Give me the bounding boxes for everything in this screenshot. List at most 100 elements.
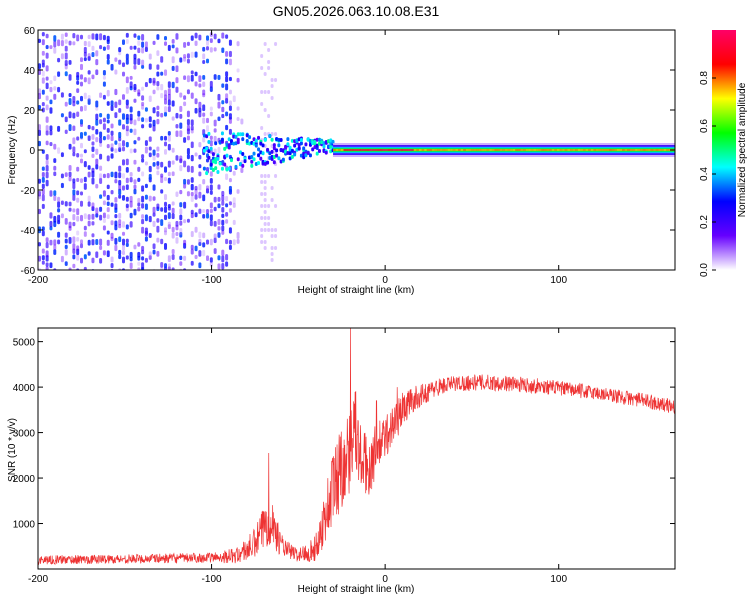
spectrogram-cell — [114, 57, 118, 62]
spectrogram-cell — [205, 134, 209, 139]
spectrogram-cell — [267, 48, 271, 52]
spectrogram-cell — [133, 159, 137, 165]
spectrogram-cell — [198, 250, 202, 257]
spectrogram-cell — [141, 256, 145, 261]
spectrogram-cell — [190, 248, 194, 255]
spectrogram-cell — [129, 176, 133, 183]
spectrogram-cell — [179, 214, 183, 221]
spectrogram-cell — [102, 123, 106, 130]
spectrogram-cell — [137, 117, 141, 122]
spectrogram-cell — [225, 83, 229, 91]
spectrogram-cell — [110, 190, 114, 195]
spectrogram-cell — [175, 124, 179, 129]
spectrogram-cell — [156, 71, 160, 77]
spectrogram-cell — [91, 213, 95, 220]
spectrogram-cell — [190, 183, 194, 191]
spectrogram-cell — [60, 213, 64, 219]
spectrogram-cell — [206, 117, 210, 124]
spectrogram-cell — [206, 58, 210, 64]
spectrogram-cell — [156, 203, 160, 210]
spectrogram-cell — [260, 180, 264, 184]
spectrogram-cell — [211, 159, 215, 164]
spectrogram-cell — [167, 224, 171, 230]
spectrogram-cell — [76, 111, 80, 117]
spectrogram-carrier-cell — [494, 149, 498, 151]
spectrogram-carrier-cell — [379, 149, 383, 151]
spectrogram-cell — [190, 260, 194, 266]
spectrogram-cell — [329, 144, 333, 149]
spectrogram-cell — [179, 261, 183, 266]
spectrogram-cell — [248, 155, 252, 160]
spectrogram-cell — [252, 137, 256, 142]
spectrogram-cell — [240, 118, 244, 125]
spectrogram-cell — [260, 66, 264, 70]
spectrogram-cell — [83, 77, 87, 83]
y-tick-label: 40 — [24, 66, 36, 77]
spectrogram-cell — [270, 78, 274, 82]
spectrogram-cell — [72, 236, 76, 244]
spectrogram-cell — [160, 219, 164, 226]
spectrogram-cell — [213, 196, 217, 203]
spectrogram-cell — [263, 228, 267, 232]
spectrogram-cell — [91, 153, 95, 158]
spectrogram-cell — [263, 174, 267, 178]
spectrogram-cell — [272, 160, 276, 165]
spectrogram-cell — [76, 166, 80, 172]
spectrogram-cell — [80, 63, 84, 71]
spectrogram-cell — [209, 146, 213, 151]
spectrogram-cell — [198, 101, 202, 109]
spectrogram-cell — [72, 33, 76, 39]
spectrogram-cell — [270, 228, 274, 232]
spectrogram-cell — [313, 145, 317, 150]
spectrogram-cell — [144, 140, 148, 147]
spectrogram-cell — [190, 154, 194, 162]
spectrogram-cell — [72, 112, 76, 119]
spectrogram-cell — [167, 81, 171, 89]
spectrogram-cell — [137, 166, 141, 172]
colorbar-tick-label: 0.2 — [699, 215, 710, 229]
spectrogram-cell — [270, 198, 274, 202]
spectrogram-cell — [175, 237, 179, 244]
spectrogram-cell — [118, 165, 122, 172]
spectrogram-cell — [114, 203, 118, 210]
spectrogram-cell — [217, 116, 221, 122]
spectrogram-cell — [41, 203, 45, 209]
spectrogram-cell — [57, 214, 61, 222]
spectrogram-cell — [80, 119, 84, 125]
spectrogram-cell — [254, 138, 258, 143]
spectrogram-cell — [206, 209, 210, 214]
spectrogram-cell — [186, 135, 190, 141]
spectrogram-cell — [171, 267, 175, 270]
spectrogram-cell — [217, 93, 221, 101]
spectrogram-cell — [125, 38, 129, 44]
spectrogram-cell — [295, 139, 299, 144]
spectrogram-cell — [259, 141, 263, 146]
spectrogram-cell — [225, 71, 229, 77]
spectrogram-cell — [76, 80, 80, 85]
spectrogram-cell — [263, 198, 267, 202]
spectrogram-carrier-cell — [590, 149, 594, 151]
spectrogram-cell — [209, 208, 213, 214]
spectrogram-cell — [214, 166, 218, 171]
spectrogram-cell — [68, 176, 72, 182]
spectrogram-cell — [213, 135, 217, 143]
spectrogram-cell — [322, 144, 326, 149]
spectrogram-cell — [122, 159, 126, 166]
spectrogram-carrier-cell — [619, 149, 623, 151]
spectrogram-cell — [202, 112, 206, 117]
spectrogram-carrier-cell — [616, 149, 620, 151]
spectrogram-cell — [315, 137, 319, 142]
spectrogram-cell — [213, 206, 217, 212]
spectrogram-cell — [49, 262, 53, 269]
spectrogram-cell — [141, 158, 145, 163]
spectrogram-cell — [164, 98, 168, 105]
spectrogram-cell — [275, 153, 279, 158]
spectrogram-cell — [209, 111, 213, 117]
spectrogram-cell — [152, 249, 156, 255]
spectrogram-cell — [141, 262, 145, 270]
spectrogram-cell — [221, 262, 225, 270]
spectrogram-cell — [106, 35, 110, 42]
spectrogram-cell — [72, 146, 76, 154]
spectrogram-cell — [228, 76, 232, 82]
